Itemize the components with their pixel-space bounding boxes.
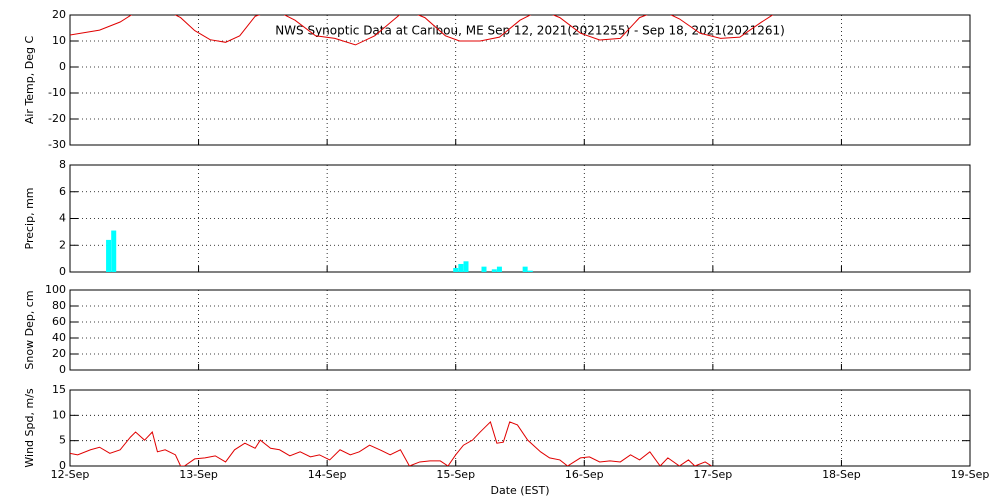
y-tick-label: 0 xyxy=(59,265,66,278)
bar xyxy=(522,266,528,272)
y-axis-label: Snow Dep, cm xyxy=(23,290,36,369)
y-tick-label: 4 xyxy=(59,212,66,225)
data-line xyxy=(70,15,774,46)
bar xyxy=(111,230,117,272)
y-tick-label: 15 xyxy=(52,383,66,396)
y-tick-label: 20 xyxy=(52,8,66,21)
x-tick-label: 14-Sep xyxy=(308,468,347,481)
y-tick-label: 60 xyxy=(52,315,66,328)
bar xyxy=(491,269,497,272)
y-tick-label: -20 xyxy=(48,112,66,125)
x-tick-label: 16-Sep xyxy=(565,468,604,481)
y-tick-label: 0 xyxy=(59,363,66,376)
x-tick-label: 18-Sep xyxy=(822,468,861,481)
plot-frame xyxy=(69,14,971,146)
y-tick-label: -10 xyxy=(48,86,66,99)
y-tick-label: 40 xyxy=(52,331,66,344)
y-tick-label: 10 xyxy=(52,34,66,47)
plot-frame xyxy=(69,164,971,273)
bar xyxy=(458,263,464,272)
bar xyxy=(463,261,469,272)
plot-frame xyxy=(69,389,971,467)
x-tick-label: 15-Sep xyxy=(436,468,475,481)
bar xyxy=(496,266,502,272)
data-line xyxy=(70,420,712,466)
x-tick-label: 19-Sep xyxy=(951,468,990,481)
y-tick-label: 2 xyxy=(59,238,66,251)
y-tick-label: 6 xyxy=(59,185,66,198)
bar xyxy=(453,267,459,272)
y-axis-label: Air Temp, Deg C xyxy=(23,36,36,125)
y-tick-label: 100 xyxy=(45,283,66,296)
y-tick-label: 8 xyxy=(59,158,66,171)
y-tick-label: 0 xyxy=(59,60,66,73)
y-axis-label: Wind Spd, m/s xyxy=(23,388,36,468)
x-tick-label: 17-Sep xyxy=(694,468,733,481)
x-tick-label: 13-Sep xyxy=(179,468,218,481)
bar xyxy=(527,270,533,272)
y-tick-label: 20 xyxy=(52,347,66,360)
y-axis-label: Precip, mm xyxy=(23,188,36,250)
chart-title: NWS Synoptic Data at Caribou, ME Sep 12,… xyxy=(275,24,785,38)
y-tick-label: 5 xyxy=(59,434,66,447)
x-axis-label: Date (EST) xyxy=(490,484,549,497)
y-tick-label: -30 xyxy=(48,138,66,151)
y-tick-label: 10 xyxy=(52,408,66,421)
bar xyxy=(481,266,487,272)
plot-frame xyxy=(69,289,971,371)
x-tick-label: 12-Sep xyxy=(51,468,90,481)
y-tick-label: 80 xyxy=(52,299,66,312)
y-tick-label: 0 xyxy=(59,459,66,472)
bar xyxy=(106,239,112,272)
